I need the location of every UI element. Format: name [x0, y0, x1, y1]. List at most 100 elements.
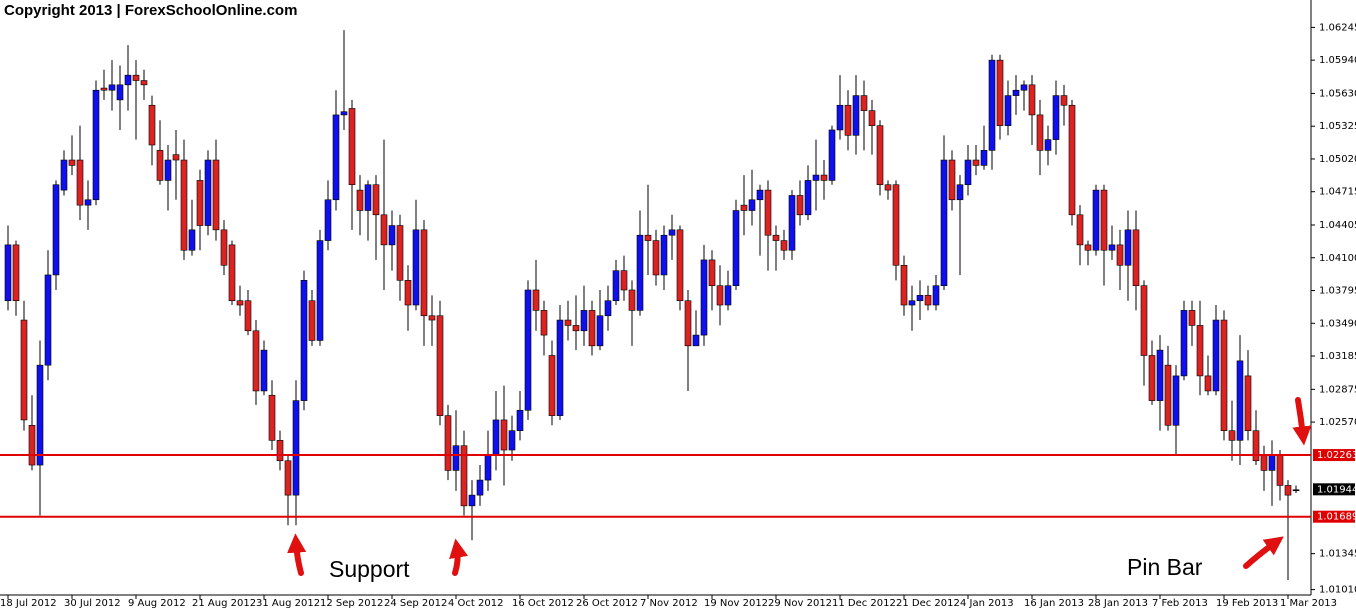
- candle-body: [876, 125, 884, 186]
- candle-body: [1108, 244, 1116, 251]
- y-tick-label: 1.01010: [1319, 585, 1356, 596]
- candle-body: [724, 285, 732, 306]
- candle-body: [604, 300, 612, 317]
- candle-body: [1268, 455, 1276, 471]
- candle-body: [1076, 214, 1084, 246]
- x-tick-label: 28 Jan 2013: [1088, 598, 1148, 609]
- candle-body: [1220, 319, 1228, 431]
- candle-body: [412, 229, 420, 306]
- x-tick-label: 16 Jan 2013: [1024, 598, 1084, 609]
- candle-body: [44, 274, 52, 366]
- x-tick-label: 7 Nov 2012: [640, 598, 698, 609]
- candle-body: [556, 319, 564, 416]
- x-tick-label: 21 Aug 2012: [192, 598, 256, 609]
- candle-body: [372, 184, 380, 216]
- candle-body: [236, 300, 244, 306]
- arrow: [1292, 397, 1312, 446]
- candle-body: [52, 184, 60, 276]
- candle-body: [764, 189, 772, 236]
- candle-body: [516, 409, 524, 431]
- candle-body: [1060, 95, 1068, 106]
- candle-body: [532, 289, 540, 311]
- candle-body: [244, 300, 252, 332]
- candle-body: [740, 204, 748, 211]
- candle-body: [20, 319, 28, 421]
- arrow: [1243, 536, 1284, 569]
- candle-body: [948, 159, 956, 201]
- level-tag: [1313, 510, 1355, 523]
- candle-body: [1196, 325, 1204, 377]
- candle-body: [452, 445, 460, 471]
- candle-body: [828, 129, 836, 181]
- candle-body: [788, 195, 796, 251]
- candle-body: [700, 259, 708, 336]
- y-tick-label: 1.06245: [1319, 22, 1356, 33]
- last-price-tag: [1313, 483, 1355, 496]
- candle-body: [636, 234, 644, 311]
- candle-body: [324, 199, 332, 241]
- x-tick-label: 30 Jul 2012: [64, 598, 121, 609]
- candle-body: [1100, 189, 1108, 251]
- candle-body: [956, 184, 964, 201]
- candle-body: [220, 229, 228, 266]
- candle-body: [916, 295, 924, 302]
- candle-body: [300, 280, 308, 401]
- candle-body: [1044, 139, 1052, 151]
- candle-body: [596, 315, 604, 347]
- candle-body: [1116, 244, 1124, 266]
- y-tick-label: 1.05630: [1319, 88, 1356, 99]
- candle-body: [460, 445, 468, 507]
- y-tick-label: 1.05940: [1319, 55, 1356, 66]
- x-tick-label: 7 Feb 2013: [1152, 598, 1208, 609]
- candle-body: [708, 259, 716, 286]
- candle-body: [988, 59, 996, 151]
- candle-body: [1052, 95, 1060, 140]
- candle-body: [1092, 189, 1100, 251]
- x-tick-label: 21 Dec 2012: [896, 598, 960, 609]
- candle-body: [1084, 244, 1092, 251]
- candle-body: [148, 104, 156, 146]
- candle-body: [980, 150, 988, 166]
- candle-body: [868, 110, 876, 126]
- level-label: 1.01689: [1317, 512, 1356, 523]
- y-tick-label: 1.05325: [1319, 121, 1356, 132]
- candle-body: [1140, 285, 1148, 356]
- candle-body: [1012, 89, 1020, 96]
- candle-body: [420, 229, 428, 317]
- candle-body: [1284, 485, 1292, 496]
- candle-body: [132, 74, 140, 81]
- candle-body: [308, 300, 316, 341]
- candle-body: [1172, 375, 1180, 426]
- candle-body: [884, 184, 892, 191]
- candle-body: [508, 430, 516, 451]
- candle-body: [316, 240, 324, 341]
- candle-body: [748, 199, 756, 211]
- candle-body: [1148, 355, 1156, 401]
- candle-body: [684, 300, 692, 347]
- last-price-label: 1.01944: [1317, 484, 1356, 495]
- candle-body: [1132, 229, 1140, 286]
- candle-body: [620, 270, 628, 291]
- candle-body: [68, 159, 76, 166]
- candle-body: [396, 225, 404, 281]
- candle-body: [540, 310, 548, 336]
- candle-body: [140, 80, 148, 86]
- level-label: 1.02263: [1317, 450, 1356, 461]
- candle-body: [844, 104, 852, 136]
- x-tick-label: 4 Jan 2013: [960, 598, 1014, 609]
- candle-body: [12, 244, 20, 302]
- candle-body: [732, 210, 740, 286]
- candle-body: [428, 315, 436, 321]
- candle-body: [196, 180, 204, 226]
- candle-body: [852, 95, 860, 136]
- x-tick-label: 12 Sep 2012: [320, 598, 383, 609]
- y-tick-label: 1.01345: [1319, 549, 1356, 560]
- candle-body: [628, 289, 636, 311]
- annotation: Support: [329, 556, 410, 582]
- candle-body: [1252, 430, 1260, 462]
- x-tick-label: 9 Aug 2012: [128, 598, 186, 609]
- candle-body: [524, 289, 532, 411]
- candle-body: [172, 154, 180, 161]
